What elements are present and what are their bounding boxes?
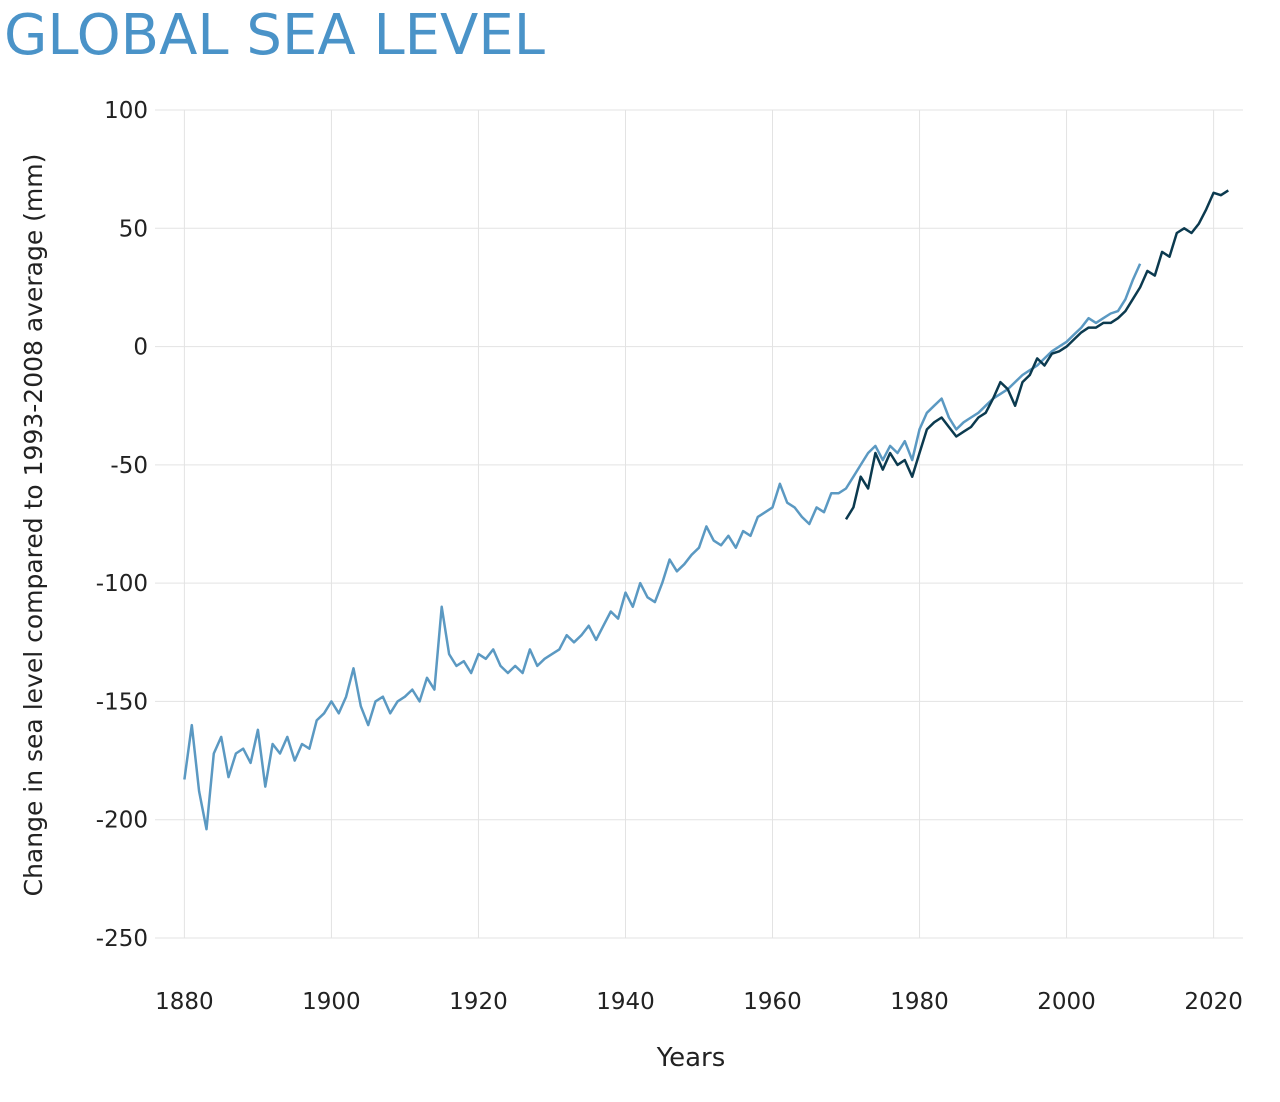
x-tick-label: 2020 [1184, 989, 1243, 1015]
x-tick-label: 1940 [596, 989, 655, 1015]
x-axis-label: Years [656, 1043, 726, 1073]
y-tick-label: -250 [96, 926, 148, 952]
y-tick-label: 0 [133, 335, 148, 361]
x-tick-label: 1920 [449, 989, 508, 1015]
line-series [844, 189, 1229, 520]
x-tick-label: 1980 [890, 989, 949, 1015]
line-series [183, 263, 1142, 831]
x-tick-label: 1960 [743, 989, 802, 1015]
x-tick-label: 1880 [155, 989, 214, 1015]
y-tick-label: 50 [119, 216, 148, 242]
y-tick-label: -50 [110, 453, 148, 479]
y-tick-label: 100 [104, 98, 148, 124]
x-tick-label: 2000 [1037, 989, 1096, 1015]
y-axis-label: Change in sea level compared to 1993-200… [19, 154, 48, 897]
chart-title: GLOBAL SEA LEVEL [4, 3, 545, 68]
y-tick-label: -100 [96, 571, 148, 597]
x-tick-label: 1900 [302, 989, 361, 1015]
y-tick-label: -200 [96, 808, 148, 834]
y-tick-label: -150 [96, 689, 148, 715]
